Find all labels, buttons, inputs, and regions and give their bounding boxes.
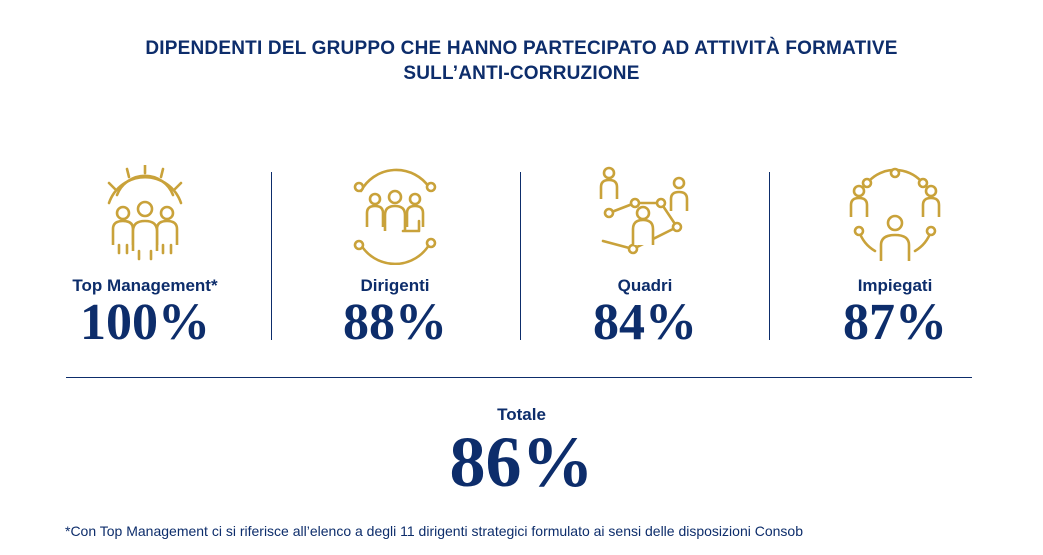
people-connections-icon xyxy=(595,165,695,265)
column-divider xyxy=(271,172,272,340)
people-circle-icon xyxy=(845,165,945,265)
title-line-2: SULL’ANTI-CORRUZIONE xyxy=(403,63,640,84)
stat-value: 88% xyxy=(343,294,447,351)
stat-quadri: Quadri 84% xyxy=(520,165,770,355)
stat-label: Quadri xyxy=(617,276,673,295)
stat-top-management: Top Management* 100% xyxy=(20,165,270,355)
gear-team-icon xyxy=(95,165,195,265)
stat-value: 100% xyxy=(80,294,210,351)
stat-value: 84% xyxy=(593,294,697,351)
title-line-1: DIPENDENTI DEL GRUPPO CHE HANNO PARTECIP… xyxy=(145,38,898,59)
team-network-icon xyxy=(345,165,445,265)
section-divider xyxy=(66,377,972,378)
stat-dirigenti: Dirigenti 88% xyxy=(270,165,520,355)
column-divider xyxy=(520,172,521,340)
stat-value: 87% xyxy=(843,294,947,351)
total-label: Totale xyxy=(497,405,546,424)
stats-row: Top Management* 100% Dirigenti 88% xyxy=(20,165,1020,355)
stat-label: Top Management* xyxy=(72,276,218,295)
page-title: DIPENDENTI DEL GRUPPO CHE HANNO PARTECIP… xyxy=(0,36,1043,86)
footnote: *Con Top Management ci si riferisce all’… xyxy=(65,523,803,539)
stat-label: Dirigenti xyxy=(360,276,430,295)
stat-impiegati: Impiegati 87% xyxy=(770,165,1020,355)
stat-label: Impiegati xyxy=(857,276,933,295)
column-divider xyxy=(769,172,770,340)
total-value: 86% xyxy=(449,422,594,502)
